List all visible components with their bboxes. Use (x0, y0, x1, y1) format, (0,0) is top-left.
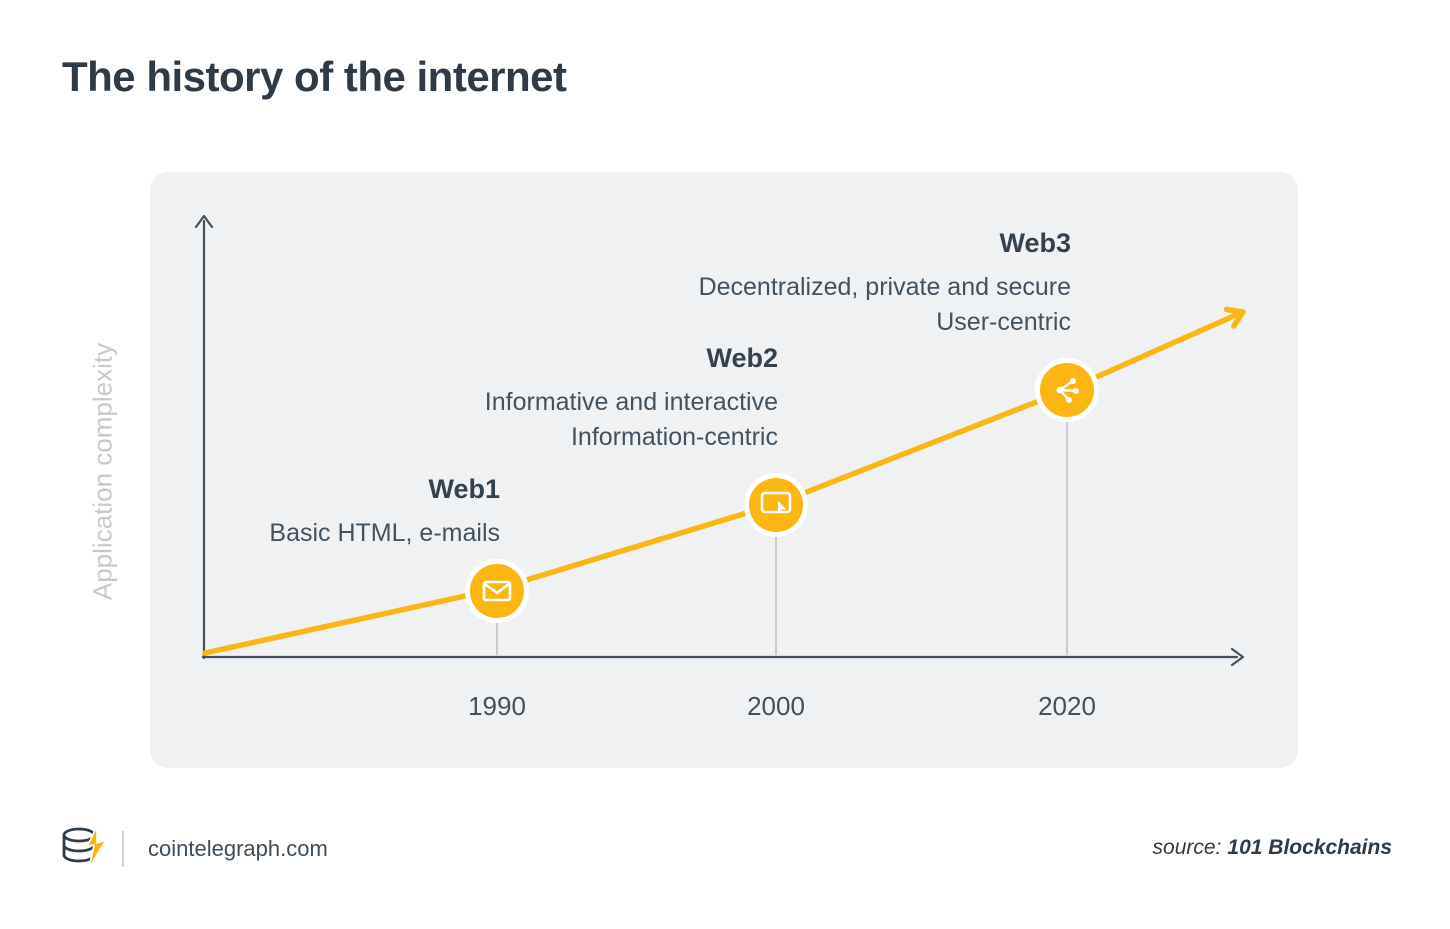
milestone-web2-description-line: Informative and interactive (484, 388, 778, 416)
source-value: 101 Blockchains (1227, 836, 1392, 859)
milestone-web2-description-line: Information-centric (570, 423, 778, 451)
timeline-node-web3 (1035, 358, 1099, 422)
x-tick-2020: 2020 (1038, 691, 1096, 721)
source-label: source: (1152, 836, 1222, 859)
milestone-web1: Web1 Basic HTML, e-mails (269, 474, 500, 551)
milestone-web3-description-line: User-centric (936, 308, 1071, 336)
footer-divider (122, 831, 124, 867)
y-axis-label: Application complexity (87, 342, 118, 601)
milestone-web3-title: Web3 (999, 228, 1071, 258)
milestone-web1-title: Web1 (428, 474, 500, 504)
milestone-web2: Web2 Informative and interactive Informa… (485, 343, 778, 455)
milestone-web1-description-line: Basic HTML, e-mails (269, 519, 500, 547)
milestone-web3: Web3 Decentralized, private and secure U… (699, 228, 1071, 340)
envelope-icon (482, 580, 512, 602)
cointelegraph-logo-icon (60, 824, 110, 877)
milestone-web2-title: Web2 (706, 343, 778, 373)
network-nodes-icon (1056, 378, 1079, 403)
timeline-node-web1 (465, 559, 529, 623)
footer-brand: cointelegraph.com (148, 836, 328, 861)
timeline-node-web2 (744, 473, 808, 537)
x-tick-2000: 2000 (747, 691, 805, 721)
footer-source: source: 101 Blockchains (1153, 836, 1392, 860)
browser-cursor-icon (760, 491, 792, 514)
milestone-web3-description-line: Decentralized, private and secure (698, 273, 1071, 301)
page-title: The history of the internet (62, 53, 567, 100)
x-tick-1990: 1990 (468, 691, 526, 721)
